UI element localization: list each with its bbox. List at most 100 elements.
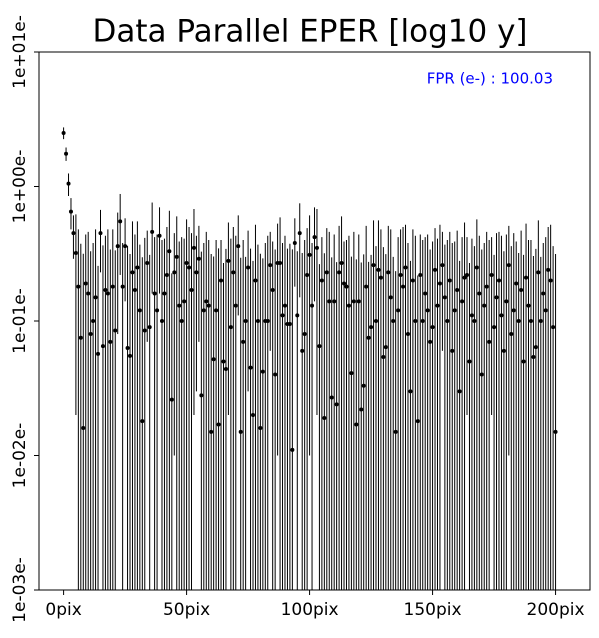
- point: [302, 332, 307, 337]
- point: [536, 270, 541, 275]
- point: [282, 303, 287, 308]
- point: [531, 354, 536, 359]
- point: [543, 308, 548, 313]
- point: [533, 345, 538, 350]
- point: [123, 244, 128, 249]
- point: [105, 291, 110, 296]
- point: [477, 291, 482, 296]
- point: [371, 263, 376, 268]
- point: [403, 265, 408, 270]
- point: [199, 393, 204, 398]
- point: [155, 308, 160, 313]
- point: [447, 278, 452, 283]
- point: [115, 244, 120, 249]
- point: [405, 332, 410, 337]
- point: [423, 291, 428, 296]
- point: [260, 369, 265, 374]
- point: [418, 272, 423, 277]
- point: [238, 429, 243, 434]
- x-tick-label: 0pix: [45, 600, 81, 620]
- point: [393, 429, 398, 434]
- point: [317, 344, 322, 349]
- point: [396, 308, 401, 313]
- point: [297, 231, 302, 236]
- point: [157, 233, 162, 238]
- point: [137, 308, 142, 313]
- point: [386, 270, 391, 275]
- point: [221, 359, 226, 364]
- point: [361, 383, 366, 388]
- point: [241, 339, 246, 344]
- point: [142, 328, 147, 333]
- point: [420, 319, 425, 323]
- point: [91, 319, 96, 323]
- point: [187, 265, 192, 270]
- point: [551, 325, 556, 330]
- point: [255, 319, 260, 323]
- point: [290, 447, 295, 452]
- point: [440, 263, 445, 268]
- point: [96, 351, 101, 356]
- point: [501, 348, 506, 353]
- point: [489, 272, 494, 277]
- point: [337, 270, 342, 275]
- point: [506, 263, 511, 268]
- point: [398, 272, 403, 277]
- point: [433, 267, 438, 272]
- point: [474, 265, 479, 270]
- point: [494, 295, 499, 300]
- point: [457, 389, 462, 394]
- point: [496, 278, 501, 283]
- point: [354, 422, 359, 427]
- point: [98, 231, 103, 236]
- point: [437, 281, 442, 286]
- point: [462, 275, 467, 280]
- point: [140, 419, 145, 424]
- point: [71, 231, 76, 236]
- point: [201, 308, 206, 313]
- point: [214, 308, 219, 313]
- point: [504, 299, 509, 304]
- point: [528, 319, 533, 323]
- point: [191, 245, 196, 250]
- point: [211, 357, 216, 362]
- point: [270, 288, 275, 293]
- point: [319, 278, 324, 283]
- point: [524, 275, 529, 280]
- point: [125, 345, 130, 350]
- annotation: FPR (e-) : 100.03: [427, 70, 553, 88]
- point: [132, 288, 137, 293]
- point: [83, 281, 88, 286]
- point: [408, 389, 413, 394]
- point: [292, 241, 297, 246]
- point: [88, 332, 93, 337]
- y-tick-label: 1e-01e-: [10, 288, 30, 354]
- point: [113, 328, 118, 333]
- point: [310, 303, 315, 308]
- point: [258, 426, 263, 431]
- point: [189, 288, 194, 293]
- point: [177, 303, 182, 308]
- point: [280, 313, 285, 318]
- point: [295, 313, 300, 318]
- point: [346, 303, 351, 308]
- point: [231, 270, 236, 275]
- point: [278, 260, 283, 265]
- point: [364, 284, 369, 289]
- point: [351, 299, 356, 304]
- point: [164, 272, 169, 277]
- point: [64, 151, 69, 156]
- point: [68, 209, 73, 214]
- point: [162, 291, 167, 296]
- point: [538, 319, 543, 323]
- point: [445, 319, 450, 323]
- point: [66, 181, 71, 186]
- point: [159, 319, 164, 323]
- point: [388, 295, 393, 300]
- point: [324, 270, 329, 275]
- point: [184, 260, 189, 265]
- plot-area: [39, 52, 590, 590]
- point: [120, 284, 125, 289]
- y-tick-label: 1e-02e-: [10, 423, 30, 489]
- point: [100, 344, 105, 349]
